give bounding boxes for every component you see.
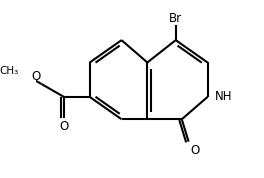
Text: O: O xyxy=(31,70,41,83)
Text: O: O xyxy=(190,144,200,157)
Text: O: O xyxy=(59,120,69,133)
Text: CH₃: CH₃ xyxy=(0,66,18,76)
Text: Br: Br xyxy=(169,12,182,25)
Text: NH: NH xyxy=(214,90,232,103)
